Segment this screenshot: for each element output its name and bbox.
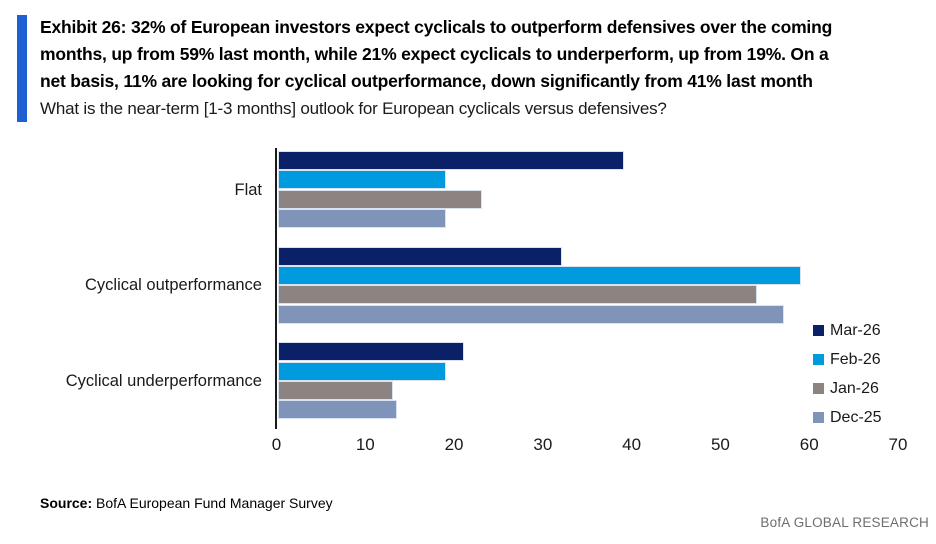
brand-mark: BofA GLOBAL RESEARCH xyxy=(760,515,929,530)
chart-question-subtitle: What is the near-term [1-3 months] outlo… xyxy=(40,99,667,118)
bar-Mar-26 xyxy=(277,342,464,362)
bar-Dec-25 xyxy=(277,400,398,420)
bar-Mar-26 xyxy=(277,151,624,170)
legend-label: Mar-26 xyxy=(830,321,881,339)
legend-label: Jan-26 xyxy=(830,379,879,397)
legend-swatch-icon xyxy=(813,383,824,394)
bar-Feb-26 xyxy=(277,170,447,190)
bar-Dec-25 xyxy=(277,304,784,324)
bar-Feb-26 xyxy=(277,266,802,285)
legend-label: Dec-25 xyxy=(830,408,882,426)
x-tick-label: 20 xyxy=(444,435,464,454)
legend-item-Dec-25: Dec-25 xyxy=(813,403,882,432)
x-tick-label: 40 xyxy=(622,435,642,454)
x-tick-label: 30 xyxy=(533,435,553,454)
legend-swatch-icon xyxy=(813,412,824,423)
category-label: Cyclical underperformance xyxy=(65,372,262,390)
bar-chart: Flat Cyclical outperformance Cyclical unde… xyxy=(0,148,936,478)
legend-item-Jan-26: Jan-26 xyxy=(813,374,882,403)
x-tick-label: 50 xyxy=(710,435,730,454)
exhibit-title-block: Exhibit 26: 32% of European investors ex… xyxy=(40,14,920,122)
category-label: Flat xyxy=(234,180,262,199)
chart-legend: Mar-26 Feb-26 Jan-26 Dec-25 xyxy=(813,316,882,432)
x-tick-label: 10 xyxy=(355,435,375,454)
bar-Jan-26 xyxy=(277,189,482,209)
y-axis-line xyxy=(275,148,277,429)
x-tick-label: 0 xyxy=(271,435,282,454)
legend-item-Feb-26: Feb-26 xyxy=(813,345,882,374)
bar-Mar-26 xyxy=(277,246,562,266)
bar-Feb-26 xyxy=(277,361,447,381)
exhibit-title-line-3: net basis, 11% are looking for cyclical … xyxy=(40,71,813,91)
exhibit-accent-bar xyxy=(17,15,27,122)
category-label: Cyclical outperformance xyxy=(85,276,262,295)
bar-Dec-25 xyxy=(277,208,447,228)
legend-item-Mar-26: Mar-26 xyxy=(813,316,882,345)
x-tick-label: 60 xyxy=(799,435,819,454)
x-tick-label: 70 xyxy=(888,435,908,454)
legend-swatch-icon xyxy=(813,354,824,365)
exhibit-title-line-2: months, up from 59% last month, while 21… xyxy=(40,44,829,64)
legend-swatch-icon xyxy=(813,325,824,336)
source-text: BofA European Fund Manager Survey xyxy=(96,495,333,511)
bar-Jan-26 xyxy=(277,285,757,305)
bar-Jan-26 xyxy=(277,381,393,400)
exhibit-title-line-1: Exhibit 26: 32% of European investors ex… xyxy=(40,17,833,37)
source-label: Source: xyxy=(40,495,93,511)
legend-label: Feb-26 xyxy=(830,350,881,368)
source-note: Source: BofA European Fund Manager Surve… xyxy=(40,495,333,511)
